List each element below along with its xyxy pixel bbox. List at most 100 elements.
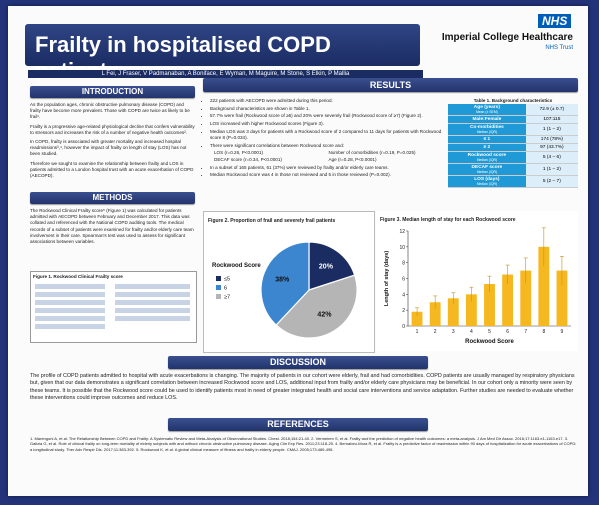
row-label-text: Male:Female: [472, 117, 502, 123]
table-row: LOS (days) Median (IQR) 5 (2 – 7): [448, 175, 578, 189]
row-value: 1 (1 – 2): [525, 163, 578, 177]
bullet: Background characteristics are shown in …: [210, 106, 443, 112]
row-value: 5 (2 – 7): [525, 175, 578, 189]
y-tick-label: 0: [402, 324, 405, 330]
x-tick-label: 5: [488, 329, 491, 335]
section-heading: INTRODUCTION: [30, 86, 195, 98]
table-row: Rockwood score Median (IQR) 5 (4 – 6): [448, 151, 578, 165]
pie-slice: [275, 274, 358, 339]
figure-3: Figure 3. Median length of stay for each…: [376, 211, 578, 351]
bullet: 222 patients with AECOPD were admitted d…: [210, 98, 443, 104]
authors: L Fei, J Fraser, V Padmanaban, A Bonifac…: [28, 70, 423, 78]
y-axis-label: Length of stay (days): [384, 251, 390, 306]
correlation: Number of comorbidities (r=0.19, P=0.025…: [328, 150, 416, 156]
correlation: Age (r=0.28, P<0.0001): [328, 156, 377, 162]
x-tick-label: 7: [524, 329, 527, 335]
figure-1-drawing: [35, 284, 190, 330]
bullet: Median LOS was 3 days for patients with …: [210, 129, 443, 141]
x-tick-label: 1: [416, 329, 419, 335]
results-text: 222 patients with AECOPD were admitted d…: [203, 98, 443, 180]
table-row: Co-morbidities Median (IQR) 1 (1 – 2): [448, 123, 578, 137]
legend-label: ≥7: [224, 295, 230, 301]
bar: [465, 294, 477, 326]
row-value: 107:115: [525, 115, 578, 125]
row-label-text: ≤ 1: [483, 137, 491, 143]
introduction-text: As the population ages, chronic obstruct…: [30, 102, 195, 182]
paragraph: Frailty is a progressive age-related phy…: [30, 123, 195, 135]
table-row: ≥ 2 97 (43.7%): [448, 143, 578, 153]
pie-slice: [260, 241, 310, 326]
table: Age (years) Mean (± SEM) 72.9 (± 0.7) Male:…: [448, 104, 578, 189]
section-heading: DISCUSSION: [168, 356, 428, 369]
row-label-text: DECAF score: [471, 165, 503, 171]
bullet-list: 222 patients with AECOPD were admitted d…: [203, 98, 443, 179]
slice-label: 20%: [319, 264, 334, 271]
x-tick-label: 2: [434, 329, 437, 335]
bullet: There were significant correlations betw…: [210, 143, 443, 149]
row-label-text: Co-morbidities: [469, 125, 504, 131]
discussion-text: The profile of COPD patients admitted to…: [30, 373, 575, 401]
slice-label: 42%: [317, 311, 332, 318]
table-caption: Table 1. Background characteristics: [473, 98, 553, 103]
figure-caption: Figure 1. Rockwood Clinical Frailty scor…: [33, 274, 123, 279]
row-value: 72.9 (± 0.7): [525, 104, 578, 117]
row-label: ≤ 1: [448, 135, 526, 145]
legend-title: Rockwood Score: [212, 263, 261, 269]
chart-title: Figure 2. Proportion of frail and severe…: [208, 218, 335, 224]
row-label: Rockwood score Median (IQR): [448, 151, 526, 165]
legend-label: 6: [224, 286, 227, 292]
poster: Frailty in hospitalised COPD patients NH…: [8, 6, 588, 496]
bar: [429, 302, 441, 326]
y-tick-label: 12: [399, 229, 405, 235]
row-label-text: ≥ 2: [483, 145, 491, 151]
section-heading: RESULTS: [203, 78, 578, 92]
row-sublabel: Median (IQR): [476, 170, 498, 175]
row-value: 97 (43.7%): [525, 143, 578, 153]
row-value: 5 (4 – 6): [525, 151, 578, 165]
trust: NHS Trust: [545, 45, 573, 51]
row-label-text: LOS (days): [474, 177, 500, 183]
references-text: 1. Marengoni A, et al. The Relationship …: [30, 436, 577, 452]
bar-chart: Figure 3. Median length of stay for each…: [380, 217, 571, 345]
bullet: LOS increased with higher Rockwood score…: [210, 121, 443, 127]
bar: [484, 284, 495, 326]
row-label: Male:Female: [448, 115, 526, 125]
table-row: ≤ 1 174 (78%): [448, 135, 578, 145]
table-row: DECAF score Median (IQR) 1 (1 – 2): [448, 163, 578, 177]
paragraph: As the population ages, chronic obstruct…: [30, 102, 190, 120]
y-tick-label: 4: [402, 292, 405, 298]
bullet: In a subset of 165 patients, 61 (37%) we…: [210, 165, 443, 171]
pie-chart: Figure 2. Proportion of frail and severe…: [208, 218, 358, 339]
paragraph: In COPD, frailty is associated with grea…: [30, 138, 187, 157]
legend-swatch: [216, 276, 221, 281]
row-label-text: Rockwood score: [467, 153, 507, 159]
y-tick-label: 8: [402, 261, 405, 267]
table-row: Age (years) Mean (± SEM) 72.9 (± 0.7): [448, 104, 578, 117]
legend-swatch: [216, 285, 221, 290]
row-value: 1 (1 – 2): [525, 123, 578, 137]
bar: [520, 270, 532, 326]
y-tick-label: 2: [402, 308, 405, 314]
row-label: DECAF score Median (IQR): [448, 163, 526, 177]
bullet: 57.7% were frail (Rockwood score of ≥5) …: [210, 113, 443, 119]
row-label-text: Age (years): [473, 105, 500, 111]
bar: [411, 311, 423, 326]
row-sublabel: Median (IQR): [476, 182, 498, 187]
row-label: Age (years) Mean (± SEM): [448, 104, 526, 117]
x-axis-label: Rockwood Score: [465, 339, 514, 345]
bullet: Median Rockwood score was 4 in those not…: [210, 172, 443, 178]
methods-text: The Rockwood Clinical Frailty score⁵ (Fi…: [30, 208, 194, 244]
row-label: ≥ 2: [448, 143, 526, 153]
y-tick-label: 6: [402, 277, 405, 283]
correlation-list: LOS (r=0.26, P<0.0001) Number of comorbid…: [214, 150, 443, 162]
correlation: LOS (r=0.26, P<0.0001): [214, 150, 264, 156]
table-row: Male:Female 107:115: [448, 115, 578, 125]
table-1: Table 1. Background characteristics Age …: [448, 98, 578, 189]
x-tick-label: 6: [506, 329, 509, 335]
slice-label: 38%: [275, 276, 290, 283]
chart-title: Figure 3. Median length of stay for each…: [380, 217, 516, 223]
bar: [556, 270, 568, 326]
x-tick-label: 4: [470, 329, 473, 335]
section-heading: REFERENCES: [168, 418, 428, 431]
organisation: Imperial College Healthcare: [441, 32, 573, 43]
